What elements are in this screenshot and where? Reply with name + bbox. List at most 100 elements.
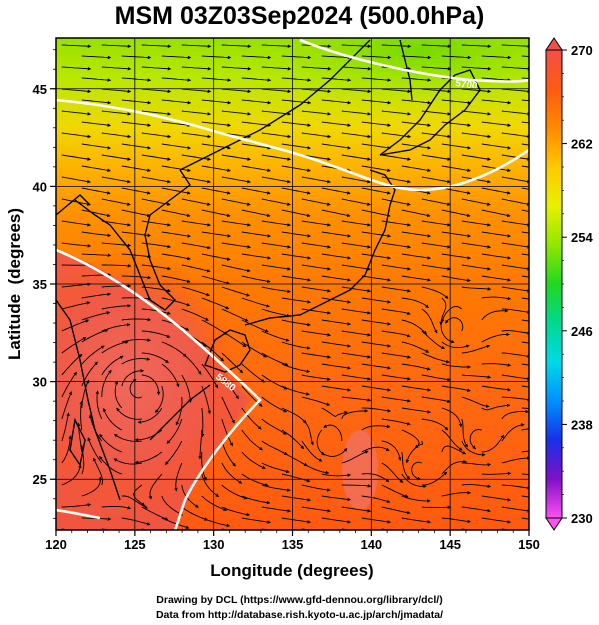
- streamline: [441, 363, 472, 369]
- x-tick-label: 130: [203, 537, 225, 552]
- streamline: [261, 308, 291, 318]
- coast-russia: [179, 39, 371, 171]
- streamline: [241, 363, 265, 383]
- streamline: [521, 275, 529, 278]
- streamline: [141, 66, 172, 71]
- colorbar-ticks: 270 262 254 246 238 230: [562, 43, 593, 526]
- streamline: [174, 462, 183, 492]
- streamline: [501, 456, 529, 464]
- streamline: [401, 363, 431, 371]
- streamline: [161, 187, 191, 195]
- streamline: [61, 319, 90, 332]
- streamline: [361, 446, 390, 453]
- streamline: [501, 88, 529, 94]
- streamline: [241, 253, 272, 260]
- streamline: [421, 264, 452, 271]
- streamline: [421, 66, 452, 71]
- streamline: [161, 363, 180, 388]
- streamline: [81, 77, 112, 82]
- streamline: [281, 231, 312, 238]
- streamline: [61, 435, 72, 464]
- streamline: [481, 165, 511, 173]
- streamline: [361, 517, 392, 524]
- colorbar-tick-label: 230: [571, 511, 593, 526]
- streamline: [101, 355, 124, 376]
- streamline: [81, 143, 112, 150]
- streamline: [201, 209, 231, 218]
- streamline: [164, 440, 183, 466]
- streamline: [102, 407, 123, 431]
- streamline: [381, 286, 412, 293]
- streamline: [381, 330, 411, 338]
- streamline: [161, 275, 191, 284]
- streamline: [421, 176, 451, 184]
- streamline: [361, 77, 392, 82]
- contour-5700: [299, 38, 529, 83]
- streamline: [281, 121, 312, 127]
- streamline: [301, 462, 330, 475]
- streamline: [301, 506, 332, 513]
- streamline: [201, 473, 220, 498]
- streamline: [301, 308, 332, 315]
- streamline: [101, 340, 129, 354]
- streamline: [521, 297, 529, 300]
- streamline: [281, 187, 311, 195]
- streamline: [469, 428, 482, 450]
- streamline: [121, 99, 152, 105]
- streamline: [137, 407, 163, 424]
- streamline: [241, 451, 266, 469]
- streamline: [221, 506, 251, 517]
- streamline: [181, 110, 212, 116]
- streamline: [321, 495, 352, 502]
- streamline: [261, 374, 288, 390]
- streamline: [141, 110, 172, 116]
- streamline: [321, 143, 352, 150]
- streamline: [521, 165, 529, 168]
- streamline: [61, 371, 77, 398]
- streamline: [81, 165, 111, 173]
- streamline: [141, 154, 172, 161]
- streamline: [361, 55, 392, 60]
- streamline: [121, 209, 151, 218]
- streamline: [481, 308, 509, 321]
- streamline: [161, 253, 191, 261]
- streamline: [421, 44, 452, 49]
- streamline: [401, 253, 432, 260]
- streamline: [461, 374, 492, 379]
- streamline: [441, 121, 472, 127]
- streamline: [441, 385, 471, 393]
- streamline: [81, 55, 112, 60]
- x-tick-label: 140: [360, 537, 382, 552]
- streamline: [441, 209, 471, 218]
- streamline: [321, 363, 352, 370]
- streamline: [461, 44, 492, 49]
- streamline: [501, 264, 529, 271]
- streamline: [481, 296, 512, 301]
- credit-data: Data from http://database.rish.kyoto-u.a…: [155, 609, 444, 621]
- streamline: [481, 403, 511, 411]
- streamline: [321, 341, 352, 348]
- streamline: [81, 209, 111, 218]
- streamline: [501, 66, 529, 71]
- streamline: [321, 121, 352, 127]
- streamline: [381, 352, 412, 359]
- contour-lines: [56, 38, 529, 530]
- streamline: [401, 77, 432, 82]
- streamline: [181, 220, 212, 227]
- streamline: [401, 407, 432, 414]
- streamline: [441, 459, 468, 475]
- streamline: [261, 396, 288, 413]
- colorbar-bar: [545, 49, 563, 519]
- streamline: [381, 198, 411, 206]
- gridlines: [56, 38, 529, 530]
- streamline: [166, 418, 183, 444]
- streamline: [521, 187, 529, 190]
- streamline: [341, 374, 372, 381]
- streamline: [181, 242, 211, 250]
- streamline: [481, 385, 512, 392]
- streamline: [341, 264, 372, 271]
- streamline: [221, 352, 244, 374]
- streamline: [501, 352, 529, 359]
- streamline: [440, 319, 455, 344]
- streamline: [341, 176, 371, 184]
